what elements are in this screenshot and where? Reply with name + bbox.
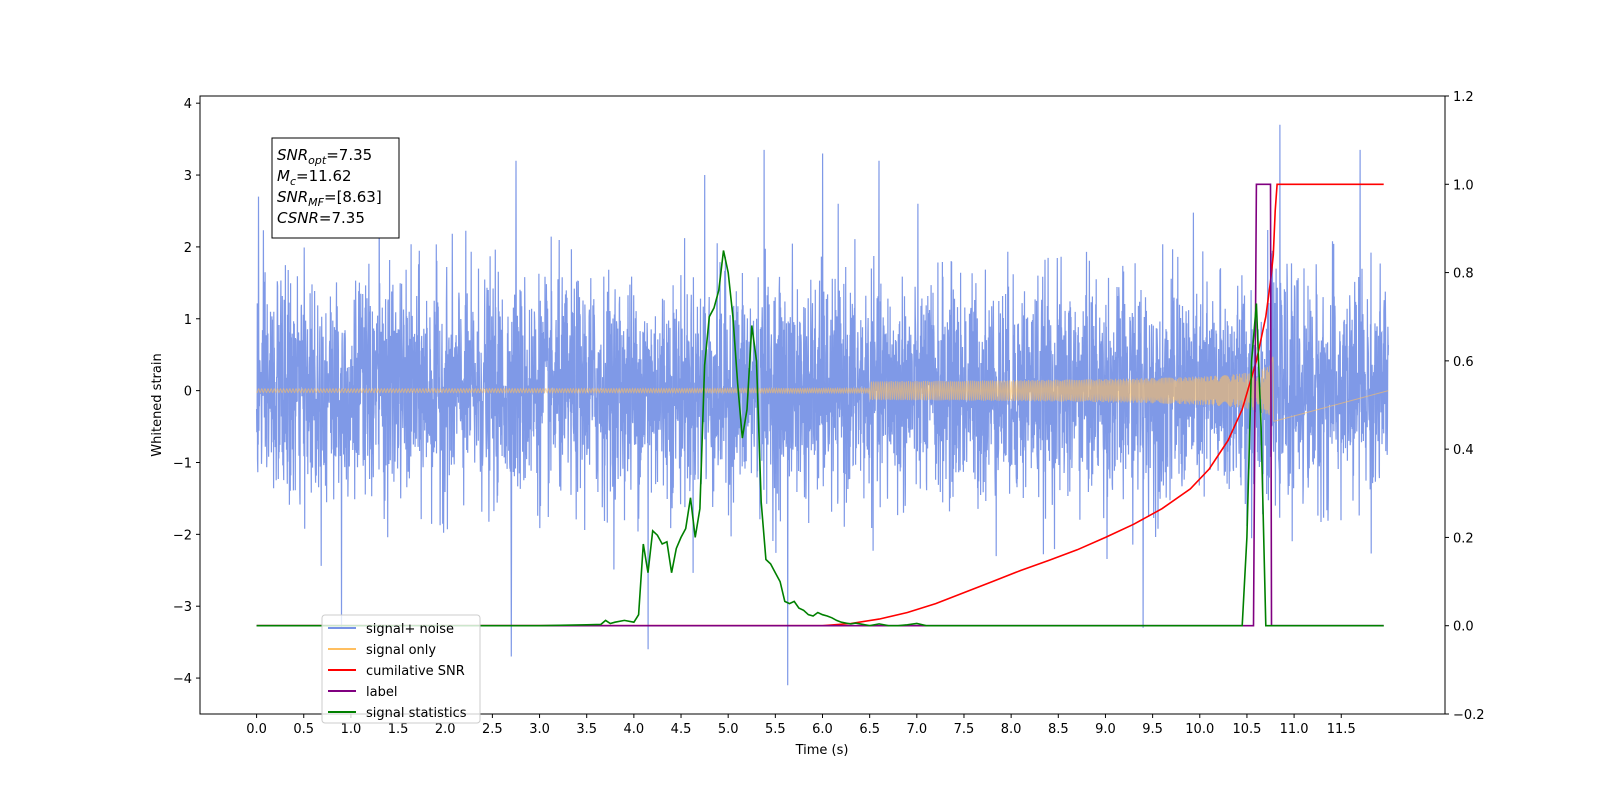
y-tick-label: 3	[184, 169, 192, 184]
y-tick-label: 0	[184, 385, 192, 400]
y2-tick-label: −0.2	[1453, 708, 1485, 723]
y-tick-label: −1	[173, 456, 192, 471]
legend: signal+ noise signal only cumilative SNR la…	[321, 614, 481, 724]
stats-line: Mc=11.62	[277, 167, 352, 188]
y-tick-label: 4	[184, 97, 192, 112]
y2-tick-label: 0.8	[1453, 267, 1474, 282]
stats-line: SNRMF=[8.63]	[277, 188, 382, 209]
x-tick-label: 6.5	[859, 722, 880, 737]
x-tick-label: 7.5	[954, 722, 975, 737]
x-tick-label: 8.5	[1048, 722, 1069, 737]
x-tick-label: 9.5	[1142, 722, 1163, 737]
x-tick-label: 10.0	[1185, 722, 1214, 737]
stats-line: SNRopt=7.35	[277, 146, 372, 167]
legend-item-label: signal only	[366, 643, 436, 658]
y-tick-label: −2	[173, 528, 192, 543]
series-cumilative-snr	[256, 183, 1384, 627]
x-tick-label: 0.0	[246, 722, 267, 737]
x-tick-label: 4.5	[671, 722, 692, 737]
legend-item-label: signal statistics	[366, 706, 467, 721]
y2-tick-label: 0.4	[1453, 443, 1474, 458]
x-tick-label: 11.5	[1327, 722, 1356, 737]
y-axis-left: 4 3 2 1 0 −1 −2 −3 −4	[173, 97, 200, 687]
y2-tick-label: 0.6	[1453, 355, 1474, 370]
x-tick-label: 10.5	[1232, 722, 1261, 737]
x-tick-label: 5.5	[765, 722, 786, 737]
y-tick-label: −3	[173, 600, 192, 615]
legend-frame	[321, 614, 481, 724]
x-tick-label: 5.0	[718, 722, 739, 737]
x-tick-label: 1.0	[341, 722, 362, 737]
x-tick-label: 4.0	[624, 722, 645, 737]
y-tick-label: 1	[184, 313, 192, 328]
x-tick-label: 0.5	[293, 722, 314, 737]
y2-tick-label: 0.0	[1453, 620, 1474, 635]
x-tick-label: 11.0	[1280, 722, 1309, 737]
y-axis-label: Whitened strain	[150, 353, 165, 456]
legend-item-label: cumilative SNR	[366, 664, 465, 679]
y-axis-right: 1.2 1.0 0.8 0.6 0.4 0.2 0.0 −0.2	[1445, 90, 1485, 723]
legend-item-label: label	[366, 685, 397, 700]
x-axis-label: Time (s)	[795, 743, 849, 758]
series-signal-noise	[256, 124, 1389, 686]
x-tick-label: 7.0	[906, 722, 927, 737]
x-tick-label: 9.0	[1095, 722, 1116, 737]
y-tick-label: −4	[173, 672, 192, 687]
x-axis: 0.0 0.5 1.0 1.5 2.0 2.5 3.0 3.5 4.0 4.5 5.0 5.5 6.0 6…	[246, 714, 1356, 737]
x-tick-label: 3.0	[529, 722, 550, 737]
series-signal-only	[256, 356, 1389, 422]
y2-tick-label: 1.0	[1453, 178, 1474, 193]
x-tick-label: 3.5	[576, 722, 597, 737]
series-layer	[256, 124, 1389, 686]
stats-box-frame	[271, 137, 400, 239]
y-tick-label: 2	[184, 241, 192, 256]
legend-item-label: signal+ noise	[366, 622, 454, 637]
series-signal-statistics	[256, 250, 1384, 627]
stats-line: CSNR=7.35	[277, 209, 365, 227]
x-tick-label: 6.0	[812, 722, 833, 737]
x-tick-label: 1.5	[388, 722, 409, 737]
y2-tick-label: 1.2	[1453, 90, 1474, 105]
x-tick-label: 2.5	[482, 722, 503, 737]
y2-tick-label: 0.2	[1453, 531, 1474, 546]
x-tick-label: 8.0	[1001, 722, 1022, 737]
x-tick-label: 2.0	[435, 722, 456, 737]
